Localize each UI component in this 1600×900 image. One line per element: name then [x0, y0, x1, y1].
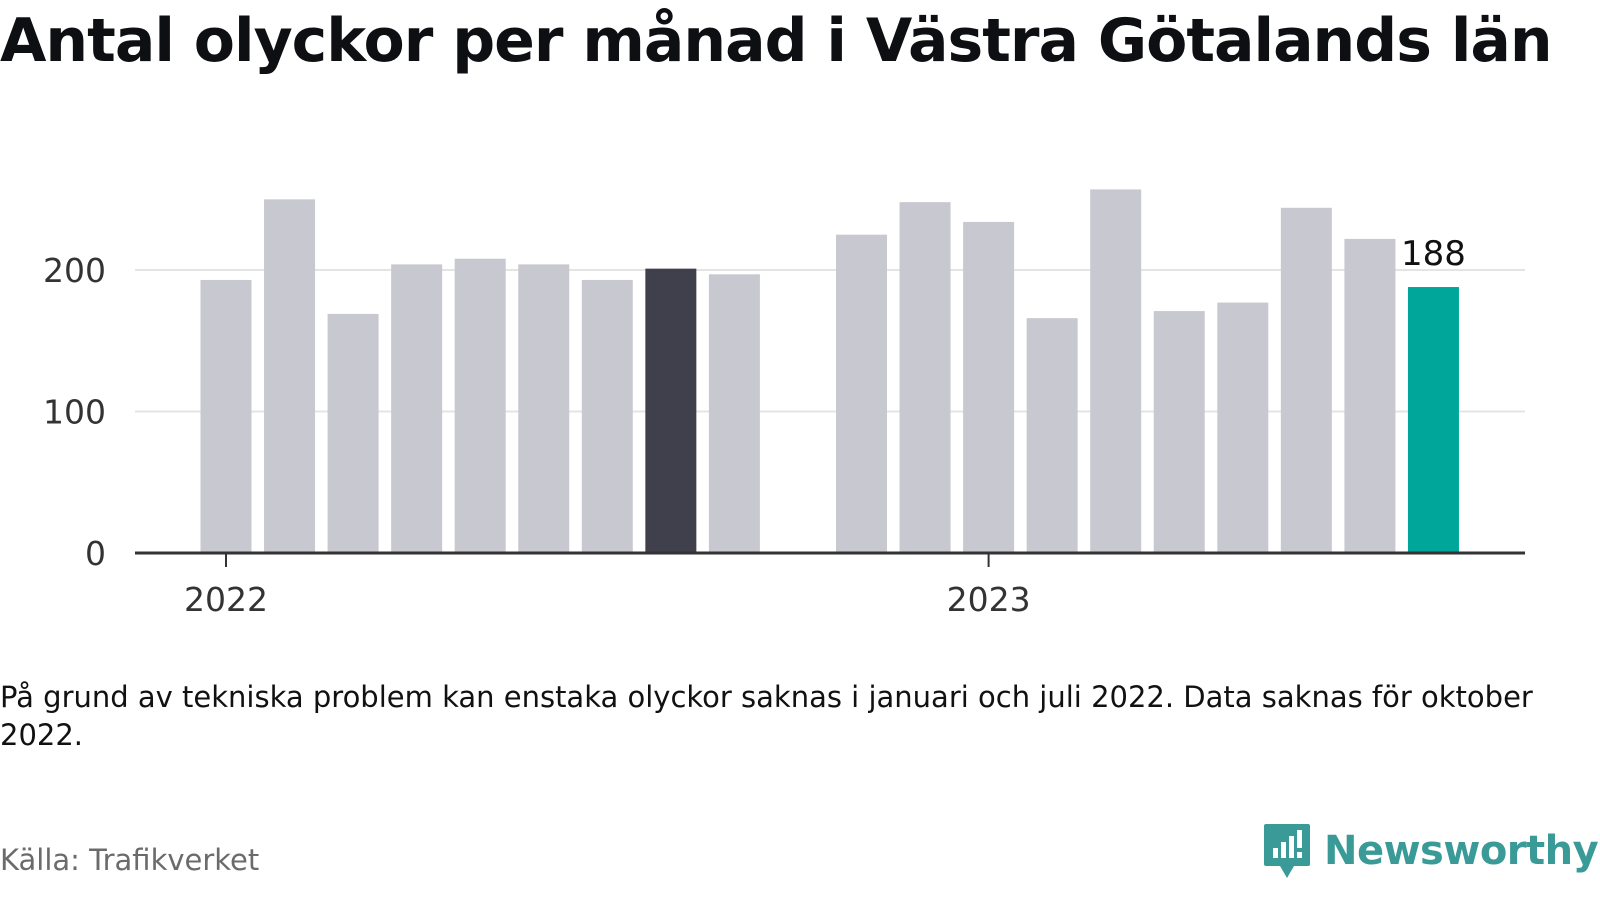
y-tick-label: 0 — [85, 534, 106, 573]
bar — [518, 264, 570, 553]
newsworthy-logo: Newsworthy — [1262, 822, 1599, 880]
x-axis: 2022 2023 — [135, 551, 1525, 619]
bar-chart: 0 100 200 2022 2023 188 — [43, 189, 1525, 619]
bar — [454, 258, 506, 553]
x-tick-label: 2022 — [184, 580, 268, 619]
bar — [899, 202, 951, 554]
bar — [963, 221, 1015, 553]
bar — [1280, 207, 1332, 553]
y-axis-labels: 0 100 200 — [43, 251, 106, 573]
annotations: 188 — [1398, 231, 1469, 277]
bar — [391, 264, 443, 553]
bar — [1217, 302, 1269, 553]
y-tick-label: 100 — [43, 393, 106, 432]
bar — [1344, 238, 1396, 553]
bar — [836, 234, 887, 554]
chart-title: Antal olyckor per månad i Västra Götalan… — [0, 6, 1553, 76]
bar — [327, 313, 379, 553]
bar — [708, 274, 760, 553]
bar — [1026, 318, 1078, 553]
data-label: 188 — [1401, 234, 1466, 274]
bar — [645, 268, 697, 553]
brand-name: Newsworthy — [1324, 828, 1599, 874]
newsworthy-logo-icon — [1264, 824, 1310, 878]
source-credit: Källa: Trafikverket — [0, 843, 260, 877]
bars — [200, 189, 1459, 554]
bar — [1407, 287, 1459, 553]
bar — [264, 199, 316, 554]
x-tick-label: 2023 — [947, 580, 1031, 619]
y-tick-label: 200 — [43, 251, 106, 290]
bar — [1153, 311, 1205, 553]
bar — [581, 279, 633, 553]
bar — [200, 279, 252, 553]
bar — [1090, 189, 1142, 553]
chart-note: På grund av tekniska problem kan enstaka… — [0, 680, 1533, 752]
